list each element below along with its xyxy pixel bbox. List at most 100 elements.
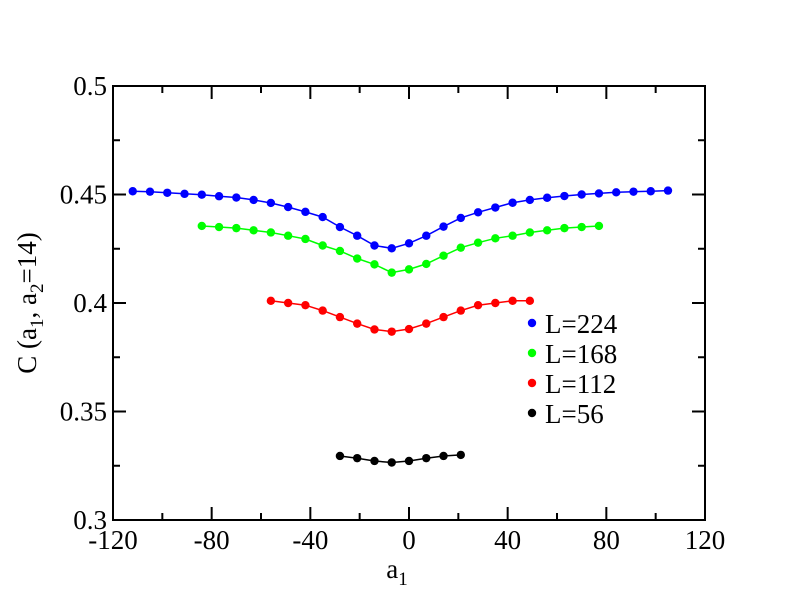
x-tick-label: 40 [494, 525, 521, 555]
data-point [301, 207, 310, 217]
legend-label: L=224 [545, 309, 618, 339]
x-tick-label: 80 [593, 525, 620, 555]
legend-item: L=112 [527, 369, 616, 399]
data-point [542, 226, 552, 235]
y-axis-title-sub-2: 2 [27, 284, 48, 294]
data-point [612, 188, 621, 197]
data-point [542, 193, 552, 202]
data-point [318, 241, 327, 250]
data-point [629, 187, 638, 196]
data-point [491, 234, 500, 243]
series-l-224 [128, 186, 673, 253]
series-l-56 [335, 450, 465, 467]
data-point [266, 296, 276, 306]
x-tick-label: -80 [194, 525, 230, 555]
y-axis-title: C (a1, a2=14) [12, 232, 48, 373]
data-point [404, 265, 414, 274]
x-tick-label: -40 [292, 525, 328, 555]
data-point [491, 298, 500, 308]
y-axis-title-part-2: , a [12, 293, 42, 319]
axis-ticks: -120 -80 -40 0 40 80 120 0.3 0.35 0.4 0.45 0.5 [60, 71, 726, 555]
data-point [456, 306, 465, 315]
data-point [266, 198, 276, 208]
data-point [404, 324, 414, 334]
data-point [214, 192, 224, 201]
x-axis-title-main: a [386, 554, 398, 584]
legend-marker [527, 348, 537, 358]
data-point [283, 231, 293, 240]
data-point [439, 251, 448, 260]
legend-label: L=56 [545, 399, 604, 429]
data-point [456, 450, 465, 460]
data-point [439, 451, 448, 461]
data-point [197, 190, 206, 199]
legend-marker [527, 408, 537, 418]
data-point [491, 203, 500, 212]
data-point [525, 296, 535, 306]
data-point [318, 306, 327, 315]
y-tick-label: 0.45 [60, 180, 107, 210]
data-point [422, 259, 431, 269]
data-point [180, 189, 189, 199]
legend-item: L=168 [527, 339, 617, 369]
legend-item: L=56 [527, 399, 604, 429]
y-tick-label: 0.3 [73, 505, 107, 535]
data-point [404, 239, 414, 248]
data-point [353, 231, 362, 240]
data-point [353, 453, 362, 463]
data-point [577, 222, 586, 232]
data-point [387, 244, 396, 253]
data-point [508, 198, 517, 207]
series-l-112 [266, 296, 535, 336]
data-point [439, 312, 448, 322]
data-point [301, 234, 310, 244]
data-point [335, 246, 345, 256]
data-point [128, 187, 137, 196]
x-tick-label: 0 [402, 525, 416, 555]
plot-frame [112, 85, 706, 521]
data-point [266, 228, 276, 237]
data-point [422, 453, 431, 463]
y-axis-title-part-1: C (a [12, 328, 42, 374]
x-tick-label: 120 [685, 525, 726, 555]
data-point [335, 451, 345, 461]
data-point [370, 241, 379, 250]
legend-label: L=112 [545, 369, 616, 399]
data-point [387, 458, 396, 467]
series-line [201, 225, 599, 274]
data-point [318, 212, 327, 222]
y-tick-label: 0.5 [73, 71, 107, 101]
data-point [473, 300, 483, 310]
data-point [456, 213, 465, 223]
y-tick-label: 0.4 [73, 288, 107, 318]
x-tick-label: -120 [88, 525, 138, 555]
data-point [232, 193, 241, 202]
data-point [525, 195, 535, 205]
data-point [197, 221, 206, 231]
series-line [270, 300, 530, 333]
data-point [335, 312, 345, 322]
legend-label: L=168 [545, 339, 617, 369]
data-point [145, 187, 155, 196]
y-axis-title-sub-1: 1 [27, 318, 48, 328]
y-tick-label: 0.35 [60, 397, 107, 427]
series-layer [128, 186, 673, 467]
data-point [370, 456, 379, 466]
data-point [594, 221, 604, 231]
x-axis-title-sub: 1 [398, 569, 408, 590]
data-point [560, 191, 569, 201]
data-point [560, 223, 569, 233]
series-l-168 [197, 221, 604, 277]
data-point [473, 238, 483, 247]
data-point [283, 298, 293, 308]
data-point [370, 325, 379, 334]
data-point [422, 231, 431, 240]
data-point [163, 188, 172, 197]
x-axis-title: a1 [386, 554, 407, 590]
data-point [387, 268, 396, 277]
data-point [370, 260, 379, 269]
data-point [301, 300, 310, 310]
data-point [473, 208, 483, 217]
data-point [214, 222, 224, 232]
